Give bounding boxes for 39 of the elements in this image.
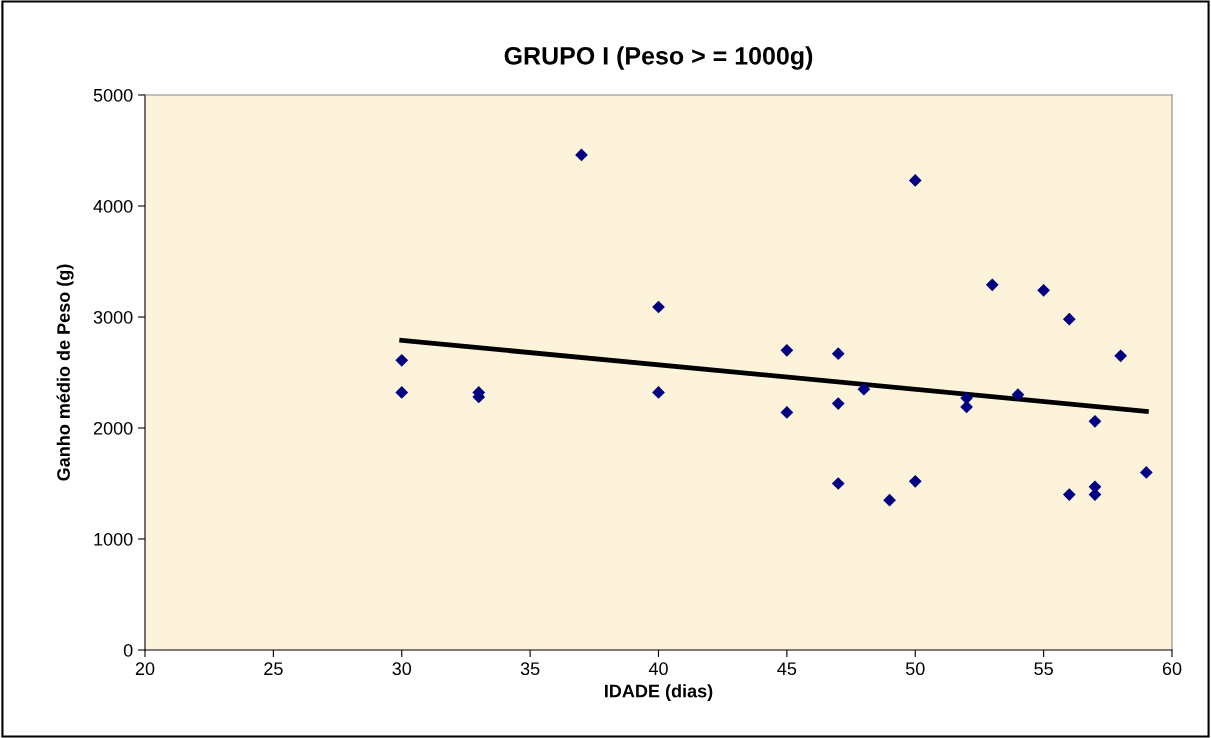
x-axis-title: IDADE (dias) — [605, 684, 713, 702]
x-tick-label: 50 — [905, 662, 925, 676]
point — [395, 386, 409, 399]
x-tick-label: 55 — [1034, 662, 1053, 676]
x-tick-label: 40 — [648, 662, 668, 676]
point — [1062, 312, 1076, 326]
point — [1062, 488, 1076, 501]
point — [1139, 466, 1153, 479]
point — [1114, 349, 1128, 363]
y-tick-label: 5000 — [93, 88, 133, 102]
point — [780, 406, 794, 419]
point — [960, 400, 973, 414]
point — [857, 382, 871, 396]
point — [1088, 414, 1102, 428]
y-tick-label: 3000 — [93, 310, 133, 324]
x-tick-label: 30 — [392, 662, 412, 676]
x-tick-label: 20 — [135, 662, 155, 676]
y-tick-label: 0 — [123, 643, 133, 657]
y-tick-label: 2000 — [93, 421, 133, 435]
point — [908, 474, 922, 488]
point — [395, 353, 409, 367]
point — [831, 477, 845, 490]
x-tick-label: 25 — [264, 662, 283, 676]
y-axis-title: Ganho médio de Peso (g) — [56, 264, 74, 481]
point — [1011, 388, 1025, 402]
x-tick-label: 35 — [520, 662, 540, 676]
y-tick-label: 4000 — [93, 199, 133, 213]
point — [1037, 284, 1050, 297]
y-tick-label: 1000 — [94, 532, 133, 546]
x-tick-label: 60 — [1162, 662, 1182, 676]
point — [985, 278, 999, 292]
point — [831, 347, 845, 360]
x-tick-label: 45 — [777, 662, 797, 676]
point — [908, 174, 922, 187]
point — [652, 386, 665, 399]
chart-title: GRUPO I (Peso > = 1000g) — [504, 46, 813, 70]
point — [831, 397, 845, 410]
point — [883, 493, 896, 507]
point — [780, 343, 794, 357]
